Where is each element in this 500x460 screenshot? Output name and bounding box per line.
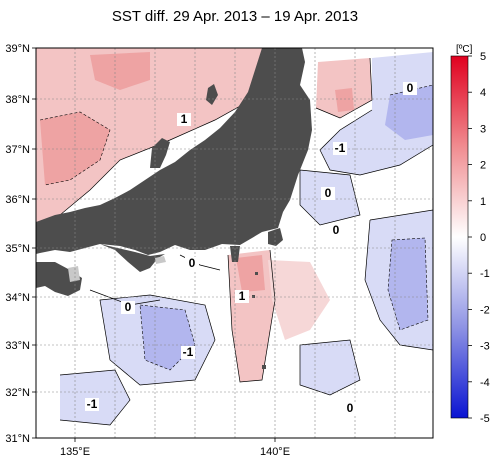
- colorbar-tick-label: 1: [480, 196, 486, 208]
- colorbar-tick-label: -2: [480, 304, 490, 316]
- warm-anomaly-region-sea-of-japan: [36, 48, 285, 225]
- colorbar: [ºC] 5 4 3 2 1 0 -1 -2 -3 -4 -5: [450, 44, 490, 425]
- contour-label: 0: [333, 223, 340, 237]
- contour-label: 1: [181, 112, 188, 126]
- colorbar-ticks: 5 4 3 2 1 0 -1 -2 -3 -4 -5: [468, 51, 490, 425]
- contour-label: 0: [407, 81, 414, 95]
- graticule-grid: [36, 48, 433, 438]
- colorbar-tick-label: -1: [480, 268, 490, 280]
- map-frame: [35, 47, 434, 439]
- sst-anomaly-field: [36, 48, 433, 438]
- contour-labels: 1 0 -1 0 0 1 0 -1 -1 0 0: [85, 81, 417, 415]
- colorbar-gradient: [450, 55, 469, 419]
- contour-label-bg: [235, 290, 249, 303]
- contour-label-bg: [329, 224, 343, 237]
- lat-tick-label: 35°N: [5, 243, 30, 255]
- contour-label-bg: [85, 398, 99, 411]
- contour-label: -1: [335, 141, 346, 155]
- contour-label: 0: [347, 401, 354, 415]
- contour-label-bg: [343, 402, 357, 415]
- lat-tick-label: 37°N: [5, 144, 30, 156]
- map-title: SST diff. 29 Apr. 2013 – 19 Apr. 2013: [111, 8, 359, 25]
- colorbar-tick-label: 0: [480, 232, 486, 244]
- latitude-labels: 39°N 38°N 37°N 36°N 35°N 34°N 33°N 32°N 31°N: [5, 43, 36, 445]
- contour-label: 0: [325, 186, 332, 200]
- colorbar-tick-label: -5: [480, 413, 490, 425]
- lat-tick-label: 39°N: [5, 43, 30, 55]
- colorbar-tick-label: 4: [480, 87, 486, 99]
- contour-label: 0: [125, 300, 132, 314]
- contour-label-bg: [177, 113, 191, 126]
- lat-tick-label: 33°N: [5, 340, 30, 352]
- longitude-labels: 135°E 140°E: [60, 438, 290, 458]
- colorbar-tick-label: -3: [480, 341, 490, 353]
- colorbar-tick-label: 2: [480, 160, 486, 172]
- lat-tick-label: 34°N: [5, 292, 30, 304]
- contour-label: 0: [189, 256, 196, 270]
- land-kii-peninsula: [100, 244, 165, 272]
- colorbar-tick-label: 3: [480, 123, 486, 135]
- lat-tick-label: 31°N: [5, 433, 30, 445]
- contour-label-bg: [185, 257, 199, 270]
- lat-tick-label: 38°N: [5, 94, 30, 106]
- lon-tick-label: 140°E: [260, 446, 290, 458]
- contour-label-bg: [403, 82, 417, 95]
- colorbar-tick-label: 5: [480, 51, 486, 63]
- contour-label-bg: [321, 187, 335, 200]
- contour-label: 1: [239, 289, 246, 303]
- contour-label: -1: [87, 397, 98, 411]
- land-boso-peninsula: [268, 228, 283, 246]
- contour-label-bg: [181, 346, 195, 359]
- land-honshu: [36, 48, 312, 255]
- contour-label-bg: [333, 142, 347, 155]
- colorbar-unit: [ºC]: [456, 44, 473, 55]
- lat-tick-label: 32°N: [5, 387, 30, 399]
- colorbar-tick-label: -4: [480, 377, 490, 389]
- lat-tick-label: 36°N: [5, 194, 30, 206]
- lon-tick-label: 135°E: [60, 446, 90, 458]
- contour-label-bg: [121, 301, 135, 314]
- land-sado-island: [206, 84, 218, 105]
- contour-label: -1: [183, 345, 194, 359]
